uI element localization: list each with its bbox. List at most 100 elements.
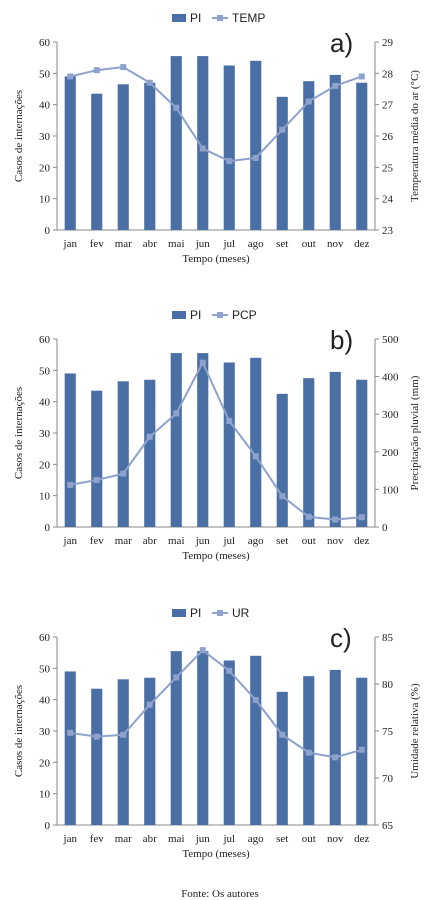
y-tick-label-right: 85 xyxy=(382,632,394,644)
y-tick-label-right: 28 xyxy=(382,68,394,80)
x-tick-label-mar: mar xyxy=(115,833,132,845)
line-point-nov xyxy=(332,82,339,89)
line-point-fev xyxy=(93,733,100,740)
line-point-set xyxy=(279,731,286,738)
x-tick-label-mai: mai xyxy=(168,238,185,250)
line-point-ago xyxy=(252,696,259,703)
line-point-ago xyxy=(252,453,259,460)
line-point-jan xyxy=(67,481,74,488)
bar-mai xyxy=(170,353,182,527)
bar-jun xyxy=(197,651,209,825)
line-point-mar xyxy=(120,64,127,71)
bar-mai xyxy=(170,651,182,825)
y-tick-label-left: 40 xyxy=(39,100,51,112)
line-point-dez xyxy=(358,746,365,753)
x-tick-label-set: set xyxy=(276,833,288,845)
bar-jun xyxy=(197,353,209,527)
bar-fev xyxy=(91,93,103,230)
x-tick-label-set: set xyxy=(276,238,288,250)
y-tick-label-left: 10 xyxy=(39,789,51,801)
line-point-jul xyxy=(226,417,233,424)
y-tick-label-right: 70 xyxy=(382,773,394,785)
line-point-mai xyxy=(173,104,180,111)
y-tick-label-left: 0 xyxy=(45,820,51,832)
x-tick-label-fev: fev xyxy=(90,535,105,547)
x-tick-label-jun: jun xyxy=(195,833,211,845)
x-tick-label-out: out xyxy=(302,238,316,250)
bar-set xyxy=(276,96,288,230)
x-tick-label-abr: abr xyxy=(143,535,157,547)
y-tick-label-left: 40 xyxy=(39,695,51,707)
line-point-set xyxy=(279,493,286,500)
y-tick-label-right: 27 xyxy=(382,100,394,112)
line-point-mar xyxy=(120,731,127,738)
y-tick-label-left: 0 xyxy=(45,522,51,534)
x-tick-label-dez: dez xyxy=(354,833,369,845)
y-tick-label-left: 60 xyxy=(39,37,51,49)
x-tick-label-ago: ago xyxy=(248,833,264,845)
bar-ago xyxy=(250,60,262,230)
y-tick-label-right: 29 xyxy=(382,37,394,49)
x-tick-label-nov: nov xyxy=(327,238,344,250)
y-tick-label-left: 30 xyxy=(39,726,51,738)
x-tick-label-jun: jun xyxy=(195,535,211,547)
line-point-abr xyxy=(146,79,153,86)
line-point-jun xyxy=(199,647,206,654)
x-tick-label-jan: jan xyxy=(63,833,78,845)
legend-label-bar: PI xyxy=(190,11,201,25)
line-point-mai xyxy=(173,674,180,681)
x-tick-label-dez: dez xyxy=(354,535,369,547)
line-point-ago xyxy=(252,154,259,161)
x-tick-label-mai: mai xyxy=(168,535,185,547)
bar-nov xyxy=(329,669,341,825)
line-point-dez xyxy=(358,73,365,80)
y-tick-label-left: 10 xyxy=(39,491,51,503)
bar-dez xyxy=(356,379,368,527)
legend-swatch-marker xyxy=(217,312,223,318)
y-tick-label-left: 0 xyxy=(45,225,51,237)
bar-jan xyxy=(64,671,76,825)
y-tick-label-left: 20 xyxy=(39,459,51,471)
line-point-jun xyxy=(199,359,206,366)
y-tick-label-right: 26 xyxy=(382,131,394,143)
bar-out xyxy=(303,81,315,231)
x-tick-label-mai: mai xyxy=(168,833,185,845)
bar-ago xyxy=(250,655,262,825)
bar-fev xyxy=(91,688,103,825)
y-tick-label-left: 60 xyxy=(39,334,51,346)
x-tick-label-out: out xyxy=(302,833,316,845)
x-tick-label-abr: abr xyxy=(143,238,157,250)
line-point-nov xyxy=(332,516,339,523)
legend-label-line: UR xyxy=(232,606,250,620)
bar-abr xyxy=(144,677,156,825)
legend-label-bar: PI xyxy=(190,606,201,620)
y-tick-label-right: 65 xyxy=(382,820,394,832)
line-point-mai xyxy=(173,410,180,417)
bar-jul xyxy=(223,660,235,825)
y-axis-label-right: Umidade relativa (%) xyxy=(409,683,421,779)
y-tick-label-right: 80 xyxy=(382,679,394,691)
x-tick-label-nov: nov xyxy=(327,833,344,845)
bar-jan xyxy=(64,373,76,527)
y-tick-label-left: 50 xyxy=(39,68,51,80)
line-point-fev xyxy=(93,67,100,74)
line-series xyxy=(70,648,363,759)
x-tick-label-set: set xyxy=(276,535,288,547)
y-tick-label-right: 300 xyxy=(382,409,399,421)
x-tick-label-abr: abr xyxy=(143,833,157,845)
y-tick-label-right: 75 xyxy=(382,726,394,738)
panel-label: a) xyxy=(330,28,353,58)
line-point-jan xyxy=(67,729,74,736)
legend-label-bar: PI xyxy=(190,308,201,322)
y-tick-label-right: 400 xyxy=(382,372,399,384)
bar-nov xyxy=(329,74,341,231)
x-tick-label-out: out xyxy=(302,535,316,547)
bar-abr xyxy=(144,82,156,230)
bar-jul xyxy=(223,65,235,230)
line-point-out xyxy=(305,513,312,520)
chart-panel-3: PI UR c) 0 10 20 30 40 50 60 65 70 75 80 85 jan fev mar ab… xyxy=(13,606,421,860)
panel-label: c) xyxy=(330,623,352,653)
bar-abr xyxy=(144,379,156,527)
y-tick-label-left: 20 xyxy=(39,162,51,174)
bar-mar xyxy=(117,84,129,230)
